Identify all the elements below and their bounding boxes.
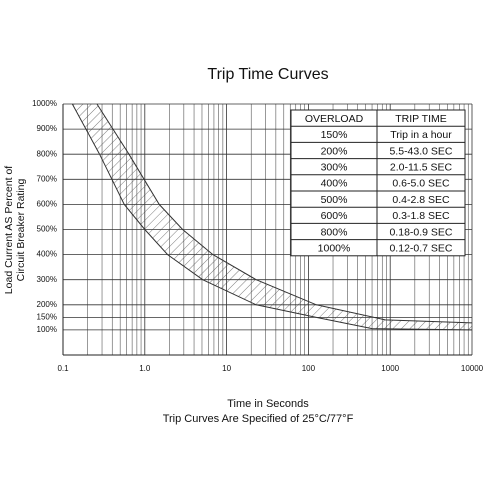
table-cell: 800% xyxy=(321,226,348,238)
table-cell: 0.6-5.0 SEC xyxy=(392,178,450,190)
x-tick-label: 1000 xyxy=(381,364,399,373)
chart-title: Trip Time Curves xyxy=(207,66,328,83)
x-tick-label: 100 xyxy=(302,364,316,373)
y-tick-label: 700% xyxy=(37,174,57,183)
table-cell: 150% xyxy=(321,129,348,141)
table-cell: 0.12-0.7 SEC xyxy=(389,242,452,254)
table-cell: 0.3-1.8 SEC xyxy=(392,210,450,222)
table-bg xyxy=(290,109,466,257)
table-cell: 500% xyxy=(321,194,348,206)
x-tick-label: 1.0 xyxy=(139,364,151,373)
x-tick-label: 10000 xyxy=(461,364,484,373)
table-cell: 2.0-11.5 SEC xyxy=(390,161,453,173)
x-tick-label: 10 xyxy=(222,364,231,373)
table-cell: 5.5-43.0 SEC xyxy=(389,145,452,157)
table: OVERLOAD TRIP TIME 150% Trip in a hour 200% 5… xyxy=(290,109,466,257)
x-tick-label: 0.1 xyxy=(57,364,69,373)
y-tick-label: 300% xyxy=(37,275,57,284)
y-tick-label: 800% xyxy=(37,149,57,158)
table-cell: 600% xyxy=(321,210,348,222)
table-cell: Trip in a hour xyxy=(390,129,452,141)
curve xyxy=(71,103,473,331)
y-tick-label: 150% xyxy=(37,312,57,321)
subtitle: Trip Curves Are Specified of 25°C/77°F xyxy=(163,413,354,425)
y-axis-label: Circuit Breaker Rating xyxy=(15,178,27,281)
table-cell: 1000% xyxy=(318,242,351,254)
x-axis-label: Time in Seconds xyxy=(227,398,309,410)
y-tick-label: 900% xyxy=(37,124,57,133)
y-tick-label: 400% xyxy=(37,250,57,259)
y-tick-label: 1000% xyxy=(32,99,57,108)
table-cell: 400% xyxy=(321,178,348,190)
plot xyxy=(71,103,473,331)
table-cell: 0.18-0.9 SEC xyxy=(389,226,452,238)
table-cell: 200% xyxy=(321,145,348,157)
y-tick-label: 200% xyxy=(37,300,57,309)
curve xyxy=(96,103,473,324)
table-header: TRIP TIME xyxy=(395,113,447,125)
y-tick-label: 100% xyxy=(37,325,57,334)
y-tick-label: 500% xyxy=(37,225,57,234)
y-tick-label: 600% xyxy=(37,200,57,209)
table-header: OVERLOAD xyxy=(305,113,364,125)
band-fill xyxy=(72,104,473,330)
table-cell: 0.4-2.8 SEC xyxy=(392,194,450,206)
table-cell: 300% xyxy=(321,161,348,173)
y-axis-label: Load Current AS Percent of xyxy=(3,166,15,294)
